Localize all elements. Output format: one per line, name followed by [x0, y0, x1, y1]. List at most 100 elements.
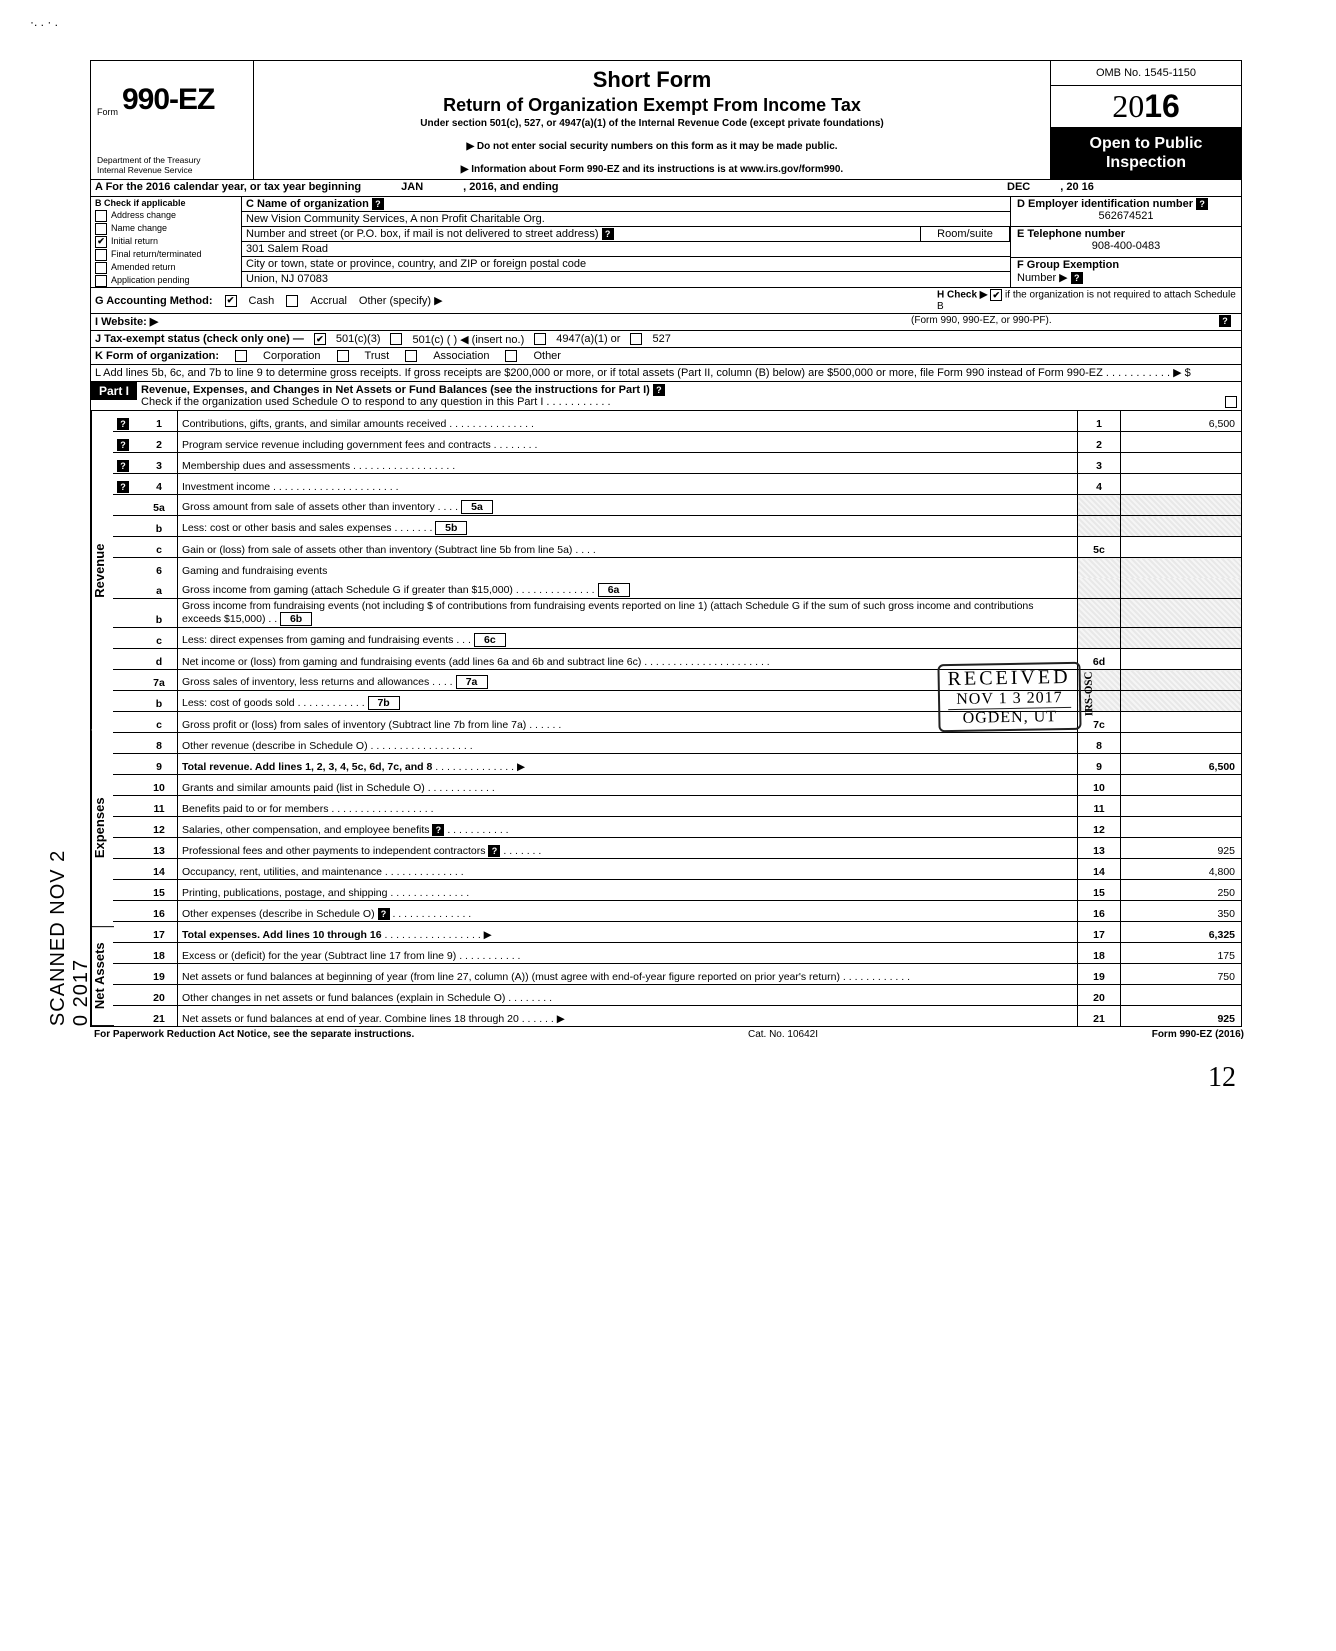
right-info-block: D Employer identification number ? 56267… — [1010, 197, 1241, 287]
chk-corp[interactable] — [235, 350, 247, 362]
arrow-line-1: ▶ Do not enter social security numbers o… — [264, 141, 1040, 152]
title-shortform: Short Form — [264, 67, 1040, 93]
header-center: Short Form Return of Organization Exempt… — [254, 61, 1050, 179]
line-a-text: A For the 2016 calendar year, or tax yea… — [95, 181, 361, 195]
chk-name-change[interactable]: Name change — [91, 222, 241, 235]
help-icon[interactable]: ? — [1196, 198, 1208, 210]
section-b: B Check if applicable Address change Nam… — [91, 197, 242, 287]
help-icon[interactable]: ? — [488, 845, 500, 857]
chk-501c[interactable] — [390, 333, 402, 345]
page-corner-marks: ·. . · . — [30, 15, 58, 29]
expenses-side-label: Expenses — [91, 730, 114, 927]
omb-number: OMB No. 1545-1150 — [1051, 61, 1241, 86]
line-9: 9Total revenue. Add lines 1, 2, 3, 4, 5c… — [113, 754, 1241, 775]
city-label: City or town, state or province, country… — [242, 257, 1010, 271]
line-3: ?3Membership dues and assessments . . . … — [113, 453, 1241, 474]
open-line2: Inspection — [1106, 154, 1186, 172]
line-4: ?4Investment income . . . . . . . . . . … — [113, 474, 1241, 495]
chk-address-change[interactable]: Address change — [91, 209, 241, 222]
part-1-header: Part I Revenue, Expenses, and Changes in… — [91, 382, 1241, 411]
chk-527[interactable] — [630, 333, 642, 345]
help-icon[interactable]: ? — [1071, 272, 1083, 284]
footer: For Paperwork Reduction Act Notice, see … — [90, 1027, 1248, 1042]
month-begin: JAN — [401, 181, 423, 195]
form-number: Form 990-EZ — [97, 83, 247, 117]
tax-year: 2016 — [1051, 86, 1241, 128]
help-icon[interactable]: ? — [1219, 315, 1231, 327]
chk-501c3[interactable]: ✔ — [314, 333, 326, 345]
help-icon[interactable]: ? — [117, 418, 129, 430]
line-k: K Form of organization: Corporation Trus… — [91, 348, 1241, 365]
c-label: C Name of organization — [246, 198, 369, 210]
help-icon[interactable]: ? — [117, 481, 129, 493]
line-6a: aGross income from gaming (attach Schedu… — [113, 578, 1241, 599]
chk-amended[interactable]: Amended return — [91, 261, 241, 274]
org-name: New Vision Community Services, A non Pro… — [242, 212, 1010, 226]
chk-final-return[interactable]: Final return/terminated — [91, 248, 241, 261]
chk-accrual[interactable] — [286, 295, 298, 307]
chk-initial-return[interactable]: ✔Initial return — [91, 235, 241, 248]
h-label: H Check ▶ — [937, 290, 987, 301]
h-text3: (Form 990, 990-EZ, or 990-PF). — [907, 314, 1215, 330]
part-1-checkline: Check if the organization used Schedule … — [141, 396, 611, 408]
year-bold: 16 — [1144, 88, 1180, 124]
line-i: I Website: ▶ (Form 990, 990-EZ, or 990-P… — [91, 314, 1241, 331]
help-icon[interactable]: ? — [117, 439, 129, 451]
line-16: 16Other expenses (describe in Schedule O… — [113, 901, 1241, 922]
help-icon[interactable]: ? — [432, 824, 444, 836]
part-1-title: Revenue, Expenses, and Changes in Net As… — [141, 384, 650, 396]
subtitle: Under section 501(c), 527, or 4947(a)(1)… — [264, 118, 1040, 129]
help-icon[interactable]: ? — [653, 384, 665, 396]
line-5b: bLess: cost or other basis and sales exp… — [113, 516, 1241, 537]
help-icon[interactable]: ? — [378, 908, 390, 920]
line-a-mid: , 2016, and ending — [463, 181, 558, 195]
line-17: 17Total expenses. Add lines 10 through 1… — [113, 922, 1241, 943]
line-j: J Tax-exempt status (check only one) — ✔… — [91, 331, 1241, 348]
help-icon[interactable]: ? — [372, 198, 384, 210]
netassets-side-label: Net Assets — [91, 927, 114, 1026]
line-5a: 5aGross amount from sale of assets other… — [113, 495, 1241, 516]
footer-left: For Paperwork Reduction Act Notice, see … — [94, 1029, 414, 1040]
line-1: ?1Contributions, gifts, grants, and simi… — [113, 411, 1241, 432]
line-a-tail: , 20 16 — [1060, 181, 1094, 195]
received-stamp: RECEIVED NOV 1 3 2017 OGDEN, UT IRS-OSC — [938, 662, 1082, 732]
chk-schedule-o[interactable] — [1225, 396, 1237, 408]
chk-pending[interactable]: Application pending — [91, 274, 241, 287]
section-d: D Employer identification number ? 56267… — [1011, 197, 1241, 227]
line-8: 8Other revenue (describe in Schedule O) … — [113, 733, 1241, 754]
arrow-line-2: ▶ Information about Form 990-EZ and its … — [264, 164, 1040, 175]
open-line1: Open to Public — [1090, 135, 1203, 153]
line-15: 15Printing, publications, postage, and s… — [113, 880, 1241, 901]
form-header: Form 990-EZ Department of the Treasury I… — [91, 61, 1241, 180]
addr-label: Number and street (or P.O. box, if mail … — [246, 228, 599, 240]
header-left: Form 990-EZ Department of the Treasury I… — [91, 61, 254, 179]
g-label: G Accounting Method: — [95, 295, 213, 307]
line-6: 6Gaming and fundraising events — [113, 558, 1241, 579]
chk-other-org[interactable] — [505, 350, 517, 362]
chk-assoc[interactable] — [405, 350, 417, 362]
line-19: 19Net assets or fund balances at beginni… — [113, 964, 1241, 985]
line-6b: bGross income from fundraising events (n… — [113, 599, 1241, 628]
dept-line2: Internal Revenue Service — [97, 166, 247, 175]
form-no-big: 990-EZ — [122, 83, 214, 117]
ein-value: 562674521 — [1017, 210, 1235, 222]
chk-cash[interactable]: ✔ — [225, 295, 237, 307]
line-a: A For the 2016 calendar year, or tax yea… — [91, 180, 1241, 197]
open-to-public: Open to Public Inspection — [1051, 128, 1241, 179]
chk-trust[interactable] — [337, 350, 349, 362]
footer-cat: Cat. No. 10642I — [748, 1029, 818, 1040]
section-c: C Name of organization ? New Vision Comm… — [242, 197, 1010, 287]
part-1-label: Part I — [91, 382, 137, 400]
section-e: E Telephone number 908-400-0483 — [1011, 227, 1241, 257]
help-icon[interactable]: ? — [602, 228, 614, 240]
phone-value: 908-400-0483 — [1017, 240, 1235, 252]
chk-4947[interactable] — [534, 333, 546, 345]
header-right: OMB No. 1545-1150 2016 Open to Public In… — [1050, 61, 1241, 179]
form-990ez: SCANNED NOV 2 0 2017 Form 990-EZ Departm… — [90, 60, 1242, 1027]
line-11: 11Benefits paid to or for members . . . … — [113, 796, 1241, 817]
title-return: Return of Organization Exempt From Incom… — [264, 95, 1040, 116]
revenue-side-label: Revenue — [91, 411, 114, 730]
chk-h[interactable]: ✔ — [990, 289, 1002, 301]
help-icon[interactable]: ? — [117, 460, 129, 472]
line-5c: cGain or (loss) from sale of assets othe… — [113, 537, 1241, 558]
